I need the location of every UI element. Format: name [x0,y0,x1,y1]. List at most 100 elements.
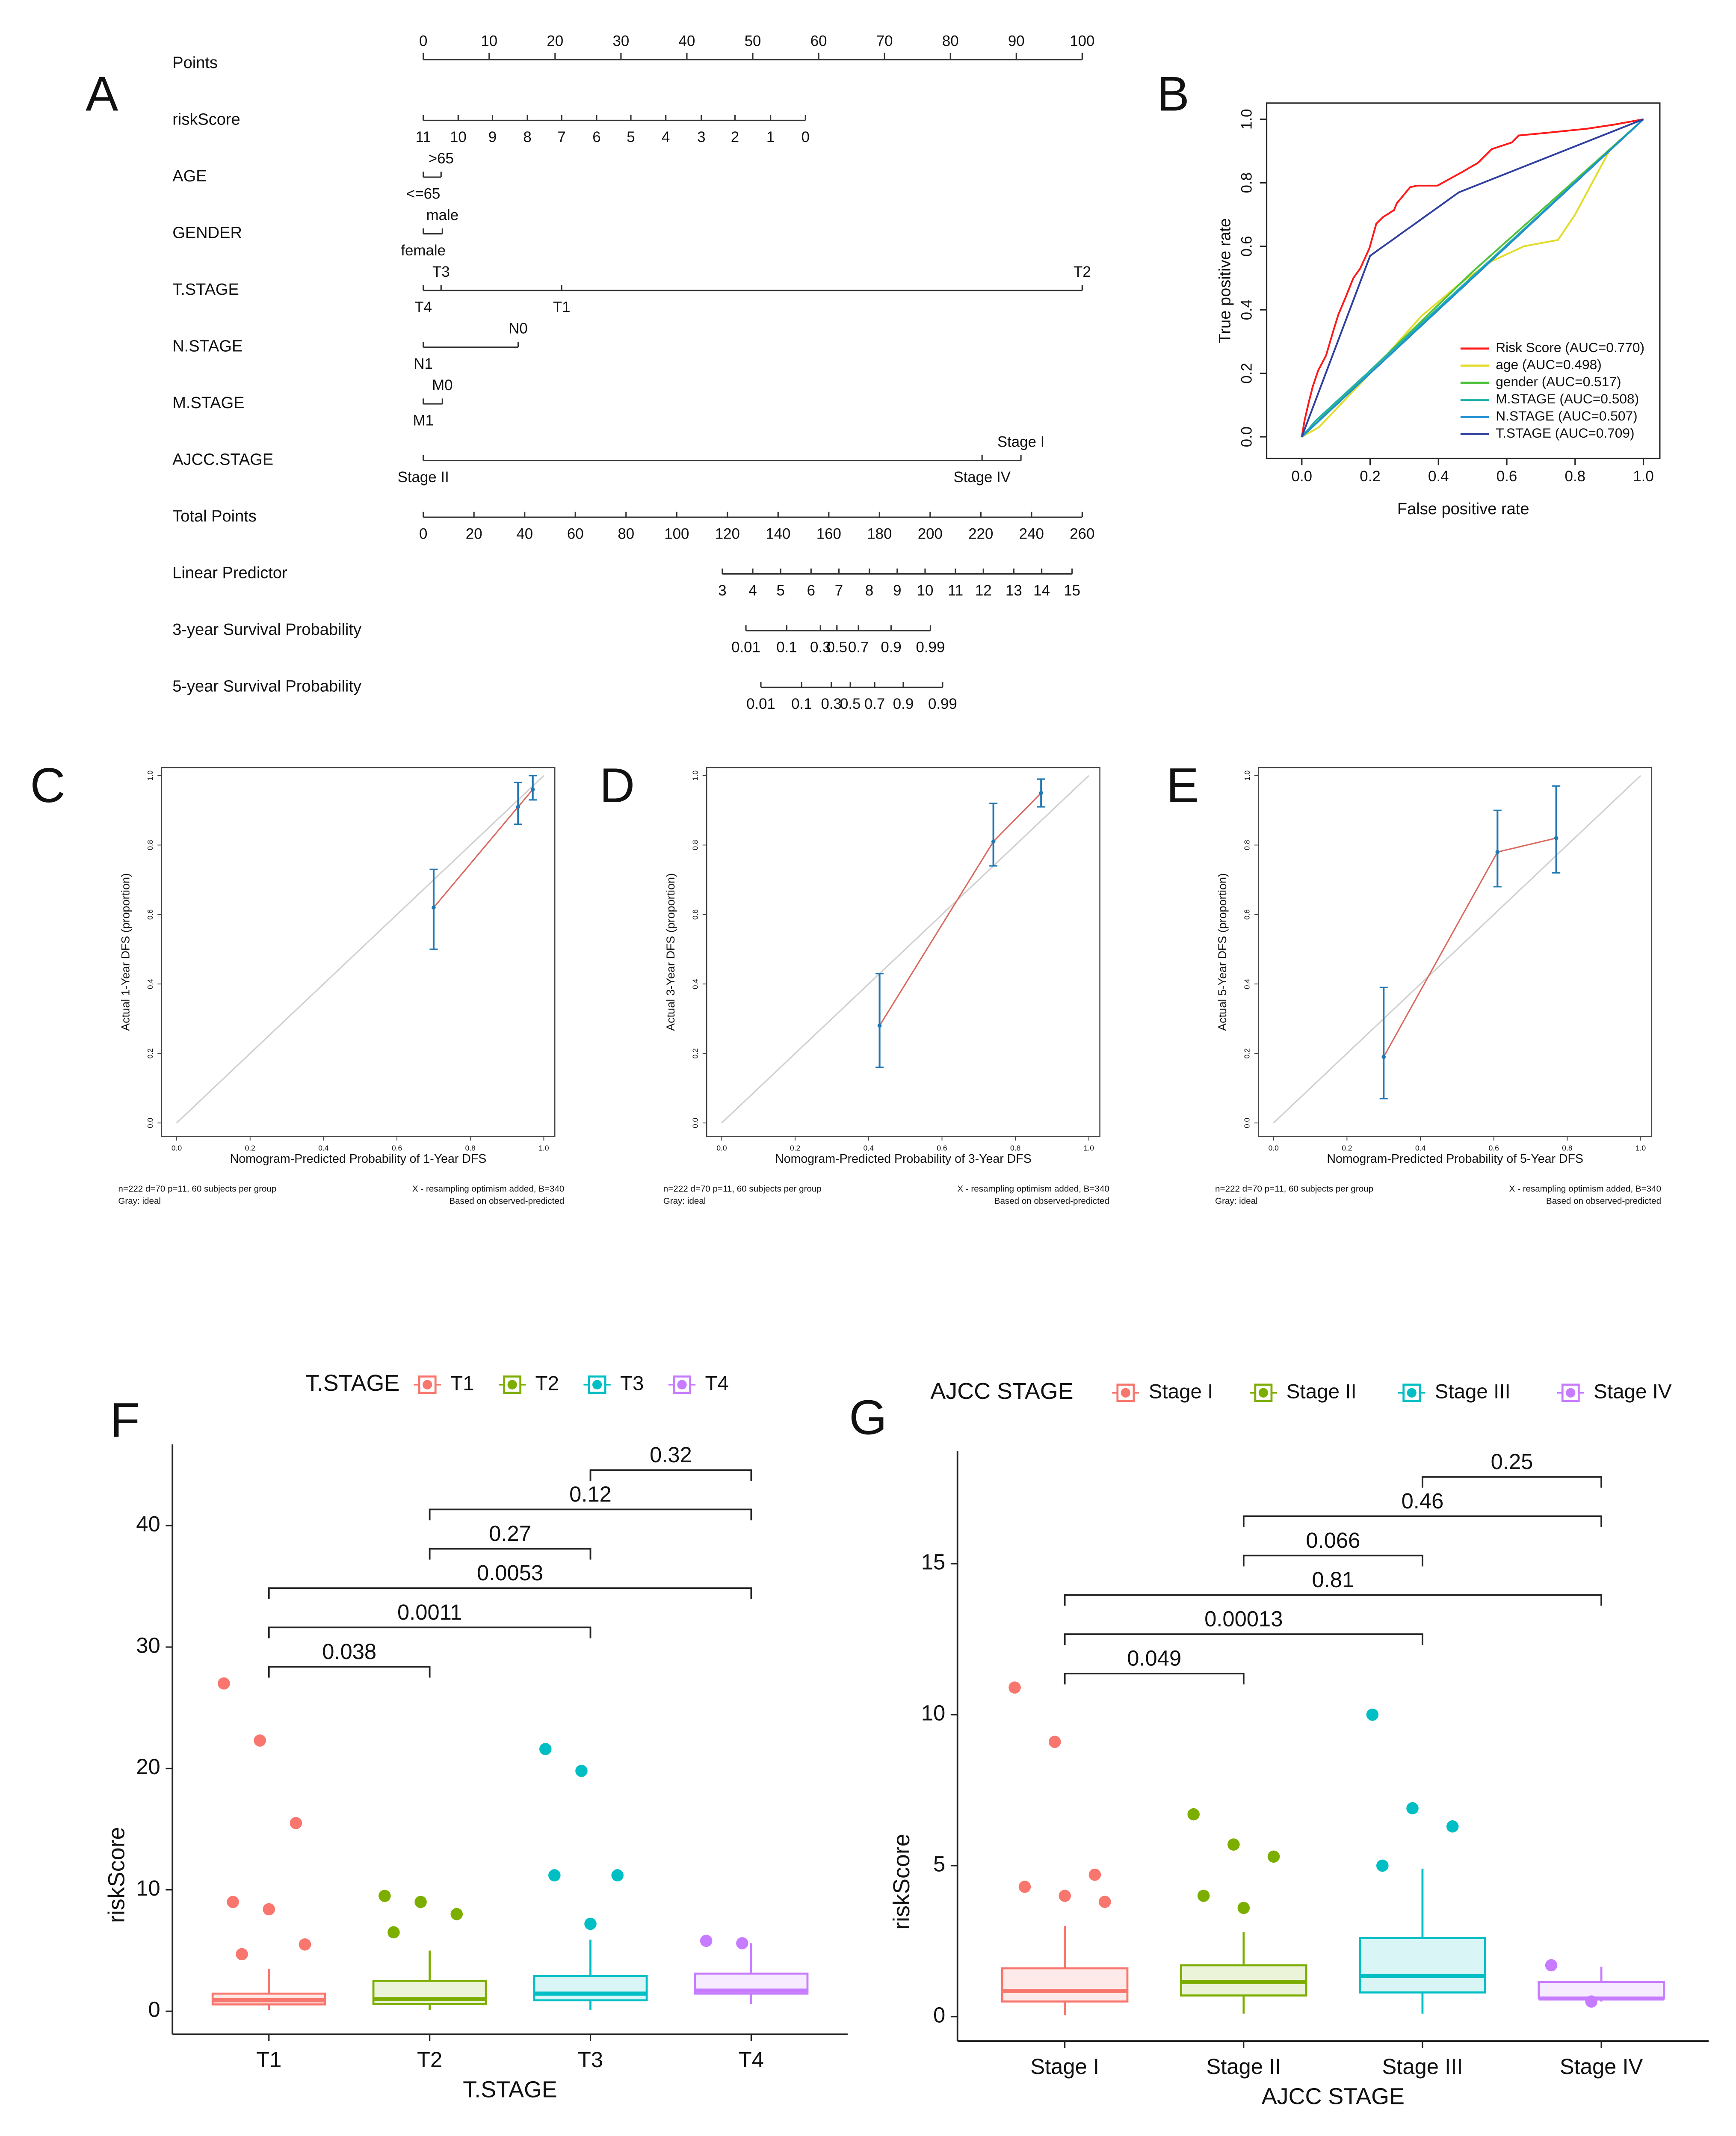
scale-label: 30 [613,33,630,49]
legend-label: Risk Score (AUC=0.770) [1496,340,1644,355]
scale-label: 40 [679,33,695,49]
scale-label: 4 [748,582,757,599]
data-point [1366,1708,1379,1721]
y-tick-label: 1.0 [1238,109,1255,130]
calibration-point [1554,836,1559,840]
calibration-point [432,905,436,910]
legend-label: T2 [535,1372,559,1395]
calibration-point [991,839,996,844]
note: n=222 d=70 p=11, 60 subjects per group [1215,1184,1373,1194]
scale-label: 3 [697,129,705,145]
p-value: 0.038 [322,1639,376,1664]
calibration-point [516,805,521,809]
data-point [1227,1838,1240,1851]
scale-label: 120 [715,526,740,542]
y-axis-title: Actual 5-Year DFS (proportion) [1216,873,1229,1031]
box [533,1975,648,2002]
scale-label: 9 [893,582,901,599]
x-tick-label: 1.0 [1635,1144,1646,1152]
calibration-point [877,1023,882,1028]
y-axis-title: riskScore [104,1827,130,1923]
x-tick-label: 0.0 [172,1144,182,1152]
scale-label: 7 [835,582,843,599]
data-point [1545,1959,1558,1972]
legend-key [1566,1388,1576,1398]
y-tick-label: 0.8 [691,840,699,850]
note: Based on observed-predicted [1546,1196,1661,1206]
note: X - resampling optimism added, B=340 [957,1184,1109,1194]
y-tick-label: 0.6 [1243,910,1251,920]
legend-key [423,1380,432,1389]
y-tick-label: 15 [921,1550,945,1574]
scale-label: 0.9 [881,639,901,656]
scale-label: 0.3 [810,639,831,656]
x-tick-label: 1.0 [1084,1144,1094,1152]
legend-label: T3 [620,1372,644,1395]
data-point [548,1869,561,1881]
data-point [700,1935,713,1947]
x-axis-title: Nomogram-Predicted Probability of 1-Year… [230,1152,487,1166]
x-tick-label: 1.0 [538,1144,549,1152]
y-axis-title: riskScore [889,1834,914,1930]
data-point [575,1765,588,1777]
calibration-line [879,792,1042,1026]
x-tick-label: 0.4 [1428,468,1449,485]
scale-label: M0 [432,377,452,394]
data-point [736,1937,748,1949]
note: n=222 d=70 p=11, 60 subjects per group [118,1184,276,1194]
panel-letter: C [30,758,65,813]
scale-label: 6 [592,129,600,145]
calibration-point [1381,1055,1386,1059]
row-label: Linear Predictor [172,564,287,582]
data-point [1018,1881,1031,1893]
data-point [1267,1850,1280,1863]
calibration-point [530,787,535,792]
x-tick-label: Stage IV [1560,2054,1643,2079]
p-value: 0.00013 [1204,1607,1283,1631]
row-label: GENDER [172,224,242,242]
note: Based on observed-predicted [994,1196,1109,1206]
scale-label: 0.3 [821,696,842,712]
row-label: M.STAGE [172,394,244,412]
x-tick-label: 0.4 [318,1144,329,1152]
legend-label: age (AUC=0.498) [1496,357,1601,372]
comparison-bracket [268,1666,431,1678]
row-label: T.STAGE [172,281,239,299]
scale-label: 50 [745,33,761,49]
data-point [539,1743,552,1755]
scale-label: T4 [414,299,432,315]
x-tick-label: 0.6 [1496,468,1517,485]
x-tick-label: 0.0 [1269,1144,1279,1152]
x-tick-label: 0.2 [245,1144,255,1152]
y-tick-label: 0.0 [1238,427,1255,447]
y-axis-title: Actual 1-Year DFS (proportion) [119,873,132,1031]
scale-label: 200 [918,526,943,542]
y-tick-label: 0.6 [146,910,154,920]
roc-curve [1301,118,1644,437]
scale-label: 0.99 [916,639,945,656]
p-value: 0.25 [1491,1449,1533,1474]
x-axis-title: Nomogram-Predicted Probability of 3-Year… [775,1152,1032,1166]
legend-key [1258,1388,1269,1398]
data-point [1008,1681,1021,1694]
x-tick-label: Stage II [1206,2054,1281,2079]
x-tick-label: 0.0 [716,1144,727,1152]
scale-label: 100 [1070,33,1094,49]
scale-label: 0.1 [776,639,797,656]
legend-title: AJCC STAGE [930,1378,1073,1404]
data-point [1059,1890,1071,1902]
row-label: 5-year Survival Probability [172,678,361,696]
x-axis-title: Nomogram-Predicted Probability of 5-Year… [1327,1152,1583,1166]
plot-frame [1258,767,1653,1137]
data-point [1048,1736,1061,1748]
scale-label: 5 [777,582,785,599]
calibration-point [1495,850,1500,854]
note: Based on observed-predicted [449,1196,564,1206]
scale-label: 0 [801,129,810,145]
y-tick-label: 0.0 [1243,1118,1251,1129]
scale-label: 40 [516,526,533,542]
scale-label: 8 [865,582,873,599]
data-point [1187,1808,1200,1821]
